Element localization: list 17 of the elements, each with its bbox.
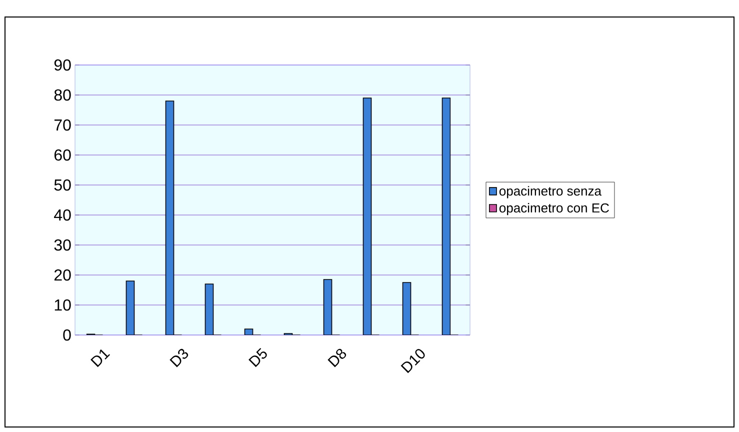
legend-label: opacimetro con EC — [499, 203, 609, 216]
y-tick-label: 30 — [54, 239, 71, 251]
y-tick-label: 70 — [54, 119, 71, 131]
legend-label: opacimetro senza — [499, 186, 602, 198]
y-tick-label: 10 — [54, 299, 71, 311]
x-tick-label: D10 — [400, 349, 425, 374]
x-tick-label: D8 — [328, 348, 346, 368]
y-tick-label: 50 — [54, 179, 71, 191]
x-tick-label: D3 — [170, 348, 188, 368]
y-tick-label: 40 — [54, 209, 71, 221]
y-tick-label: 90 — [54, 59, 71, 71]
x-tick-label: D5 — [248, 348, 267, 368]
x-tick-label: D1 — [90, 349, 110, 368]
y-tick-label: 20 — [54, 269, 71, 281]
y-tick-label: 80 — [54, 89, 71, 101]
y-tick-label: 0 — [63, 329, 71, 341]
y-tick-label: 60 — [54, 149, 71, 161]
